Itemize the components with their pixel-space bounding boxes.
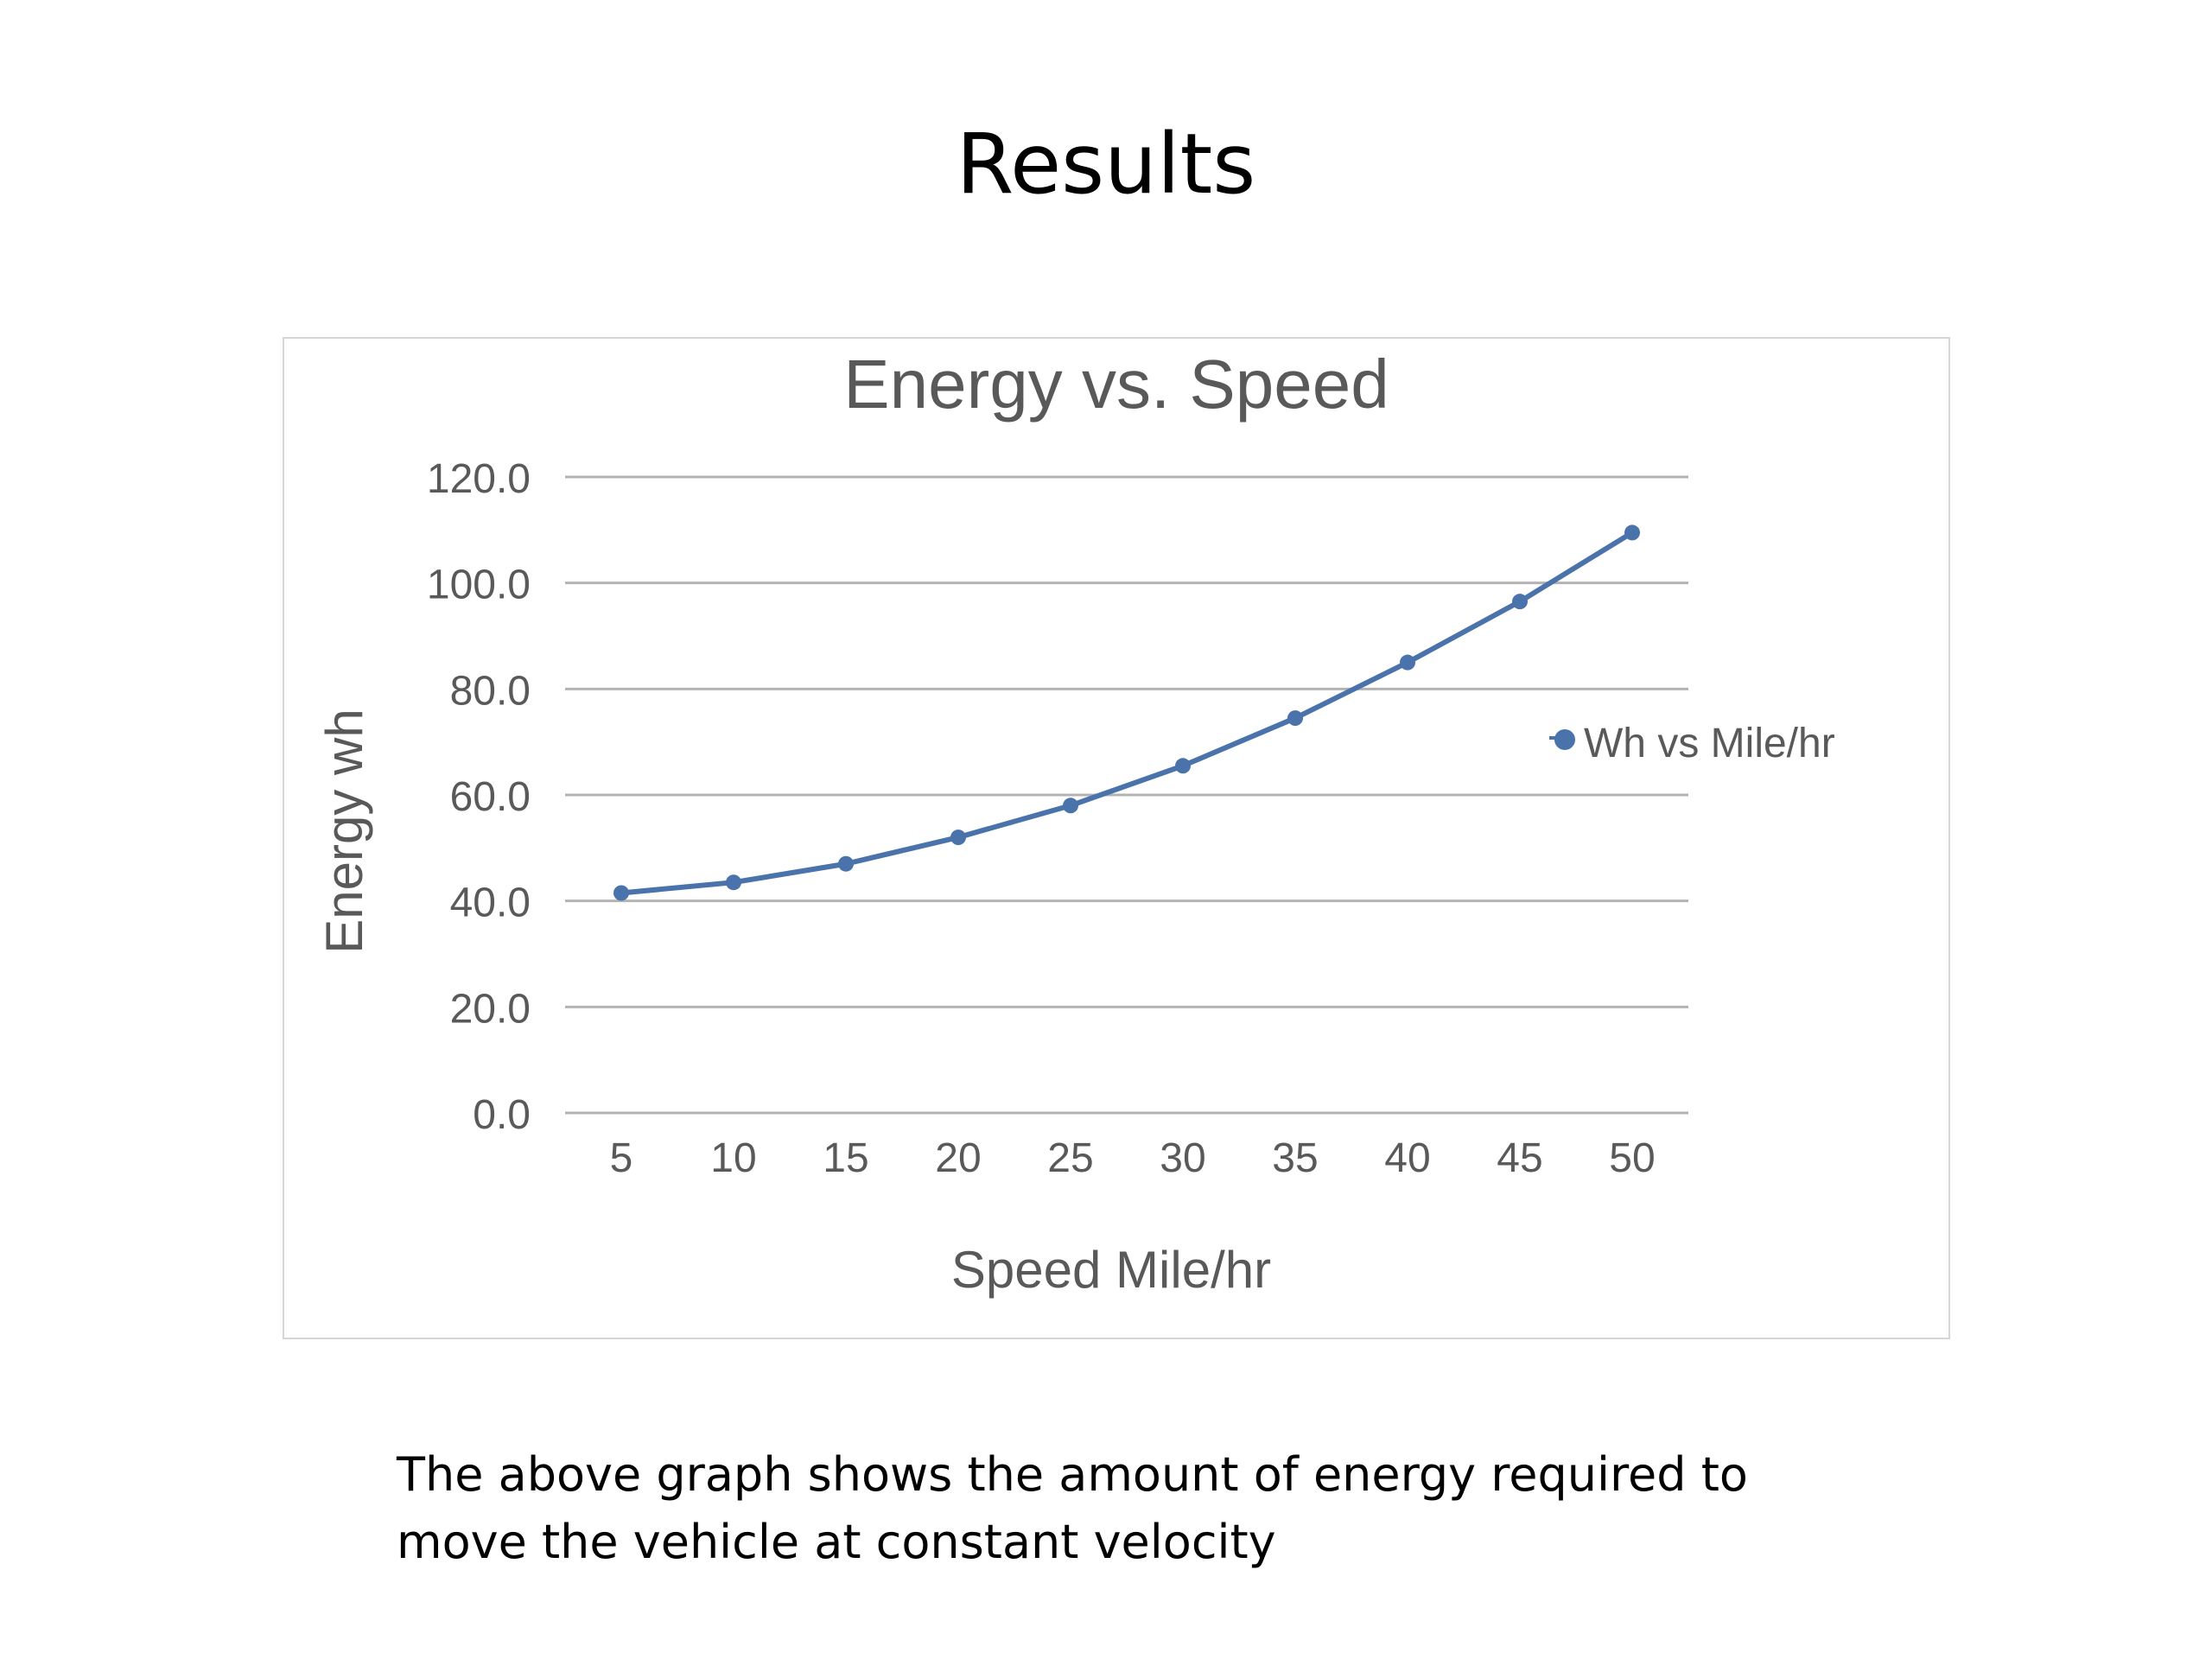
x-tick-label: 35 xyxy=(1272,1135,1318,1181)
legend: Wh vs Mile/hr xyxy=(1549,721,1835,766)
x-axis-label: Speed Mile/hr xyxy=(951,1241,1271,1299)
caption-line-1: The above graph shows the amount of ener… xyxy=(397,1447,1748,1502)
x-tick-label: 50 xyxy=(1609,1135,1655,1181)
y-tick-label: 40.0 xyxy=(450,880,531,926)
series-line xyxy=(619,530,1635,896)
y-tick-label: 120.0 xyxy=(427,456,531,502)
chart-title: Energy vs. Speed xyxy=(843,346,1389,423)
x-tick-label: 20 xyxy=(935,1135,981,1181)
gridlines xyxy=(565,475,1688,1115)
data-point xyxy=(1063,798,1078,814)
series-wh-vs-mile-hr xyxy=(613,524,1640,901)
y-tick-label: 100.0 xyxy=(427,563,531,608)
x-tick-label: 30 xyxy=(1160,1135,1205,1181)
y-tick-label: 20.0 xyxy=(450,986,531,1032)
caption-line-2: move the vehicle at constant velocity xyxy=(397,1515,1276,1569)
x-tick-label: 15 xyxy=(823,1135,868,1181)
data-point xyxy=(613,885,629,901)
y-tick-labels: 0.0 20.0 40.0 60.0 80.0 100.0 120.0 xyxy=(427,456,531,1138)
data-point xyxy=(726,874,741,891)
data-point xyxy=(950,830,966,846)
y-tick-label: 0.0 xyxy=(473,1092,531,1138)
legend-label: Wh vs Mile/hr xyxy=(1584,721,1835,766)
energy-speed-chart: Energy vs. Speed 0.020.040.060.080.0100.… xyxy=(315,346,1835,1299)
legend-marker xyxy=(1554,729,1575,750)
data-point xyxy=(1175,758,1191,774)
data-point xyxy=(1624,524,1640,541)
x-tick-label: 10 xyxy=(710,1135,756,1181)
data-point xyxy=(1400,654,1415,671)
data-point xyxy=(1287,710,1303,727)
y-tick-label: 80.0 xyxy=(450,668,531,714)
chart-frame: Energy vs. Speed 0.0 20.0 40.0 60.0 80.0 100.… xyxy=(283,337,1950,1339)
x-tick-label: 5 xyxy=(610,1135,633,1181)
data-point xyxy=(838,855,854,872)
y-axis-label: Energy wh xyxy=(315,709,373,953)
x-tick-label: 40 xyxy=(1384,1135,1430,1181)
y-tick-label: 60.0 xyxy=(450,774,531,820)
x-tick-label: 25 xyxy=(1047,1135,1093,1181)
data-point xyxy=(1512,594,1528,610)
x-tick-labels: 5 10 15 20 25 30 35 40 45 50 xyxy=(610,1135,1656,1181)
x-tick-label: 45 xyxy=(1497,1135,1542,1181)
slide-caption: The above graph shows the amount of ener… xyxy=(397,1441,1952,1576)
slide-title: Results xyxy=(956,116,1256,213)
